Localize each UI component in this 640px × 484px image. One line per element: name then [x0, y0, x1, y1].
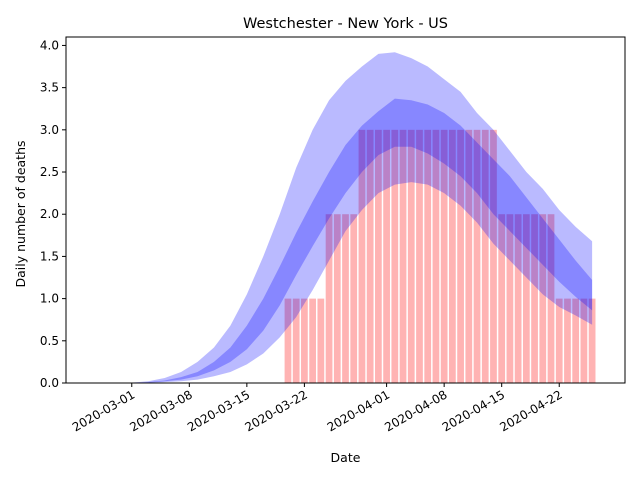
y-tick-label: 1.0 — [40, 292, 59, 306]
bands-layer — [107, 52, 593, 383]
bar — [284, 298, 292, 383]
bar — [449, 129, 456, 383]
bar — [424, 129, 432, 383]
bar — [547, 214, 555, 383]
bar — [506, 214, 514, 383]
x-tick-label: 2020-03-01 — [70, 387, 137, 434]
bar — [391, 129, 399, 383]
x-axis-label: Date — [331, 450, 361, 465]
y-tick-label: 2.5 — [40, 165, 59, 179]
bar — [564, 298, 571, 383]
x-tick-label: 2020-04-08 — [382, 387, 449, 434]
inner-interval-band — [107, 98, 593, 383]
y-tick-label: 2.0 — [40, 207, 59, 221]
bar — [473, 129, 481, 383]
bar — [457, 129, 464, 383]
bar — [555, 298, 563, 383]
bar — [522, 214, 530, 383]
y-tick-label: 3.0 — [40, 123, 59, 137]
x-tick-label: 2020-04-01 — [325, 387, 392, 434]
bar — [342, 214, 349, 383]
x-tick-label: 2020-04-15 — [440, 387, 507, 434]
bar — [440, 129, 448, 383]
outer-interval-band — [107, 52, 593, 383]
bar — [309, 298, 316, 383]
bar — [514, 214, 522, 383]
y-axis-label: Daily number of deaths — [13, 140, 28, 287]
y-tick-label: 0.5 — [40, 334, 59, 348]
chart-title: Westchester - New York - US — [243, 16, 448, 32]
bar — [481, 129, 489, 383]
bar — [325, 214, 333, 383]
bar — [292, 298, 300, 383]
bar — [301, 298, 308, 383]
bar — [539, 214, 547, 383]
bar — [366, 129, 374, 383]
bar — [580, 298, 588, 383]
bar — [572, 298, 580, 383]
x-tick-label: 2020-03-08 — [127, 387, 194, 434]
y-tick-label: 3.5 — [40, 81, 59, 95]
y-tick-label: 0.0 — [40, 376, 59, 390]
bar — [333, 214, 341, 383]
bar — [350, 214, 358, 383]
bar — [465, 129, 473, 383]
bar — [588, 298, 596, 383]
bar — [358, 129, 366, 383]
bar — [317, 298, 325, 383]
x-tick-label: 2020-04-22 — [497, 387, 564, 434]
y-tick-label: 1.5 — [40, 249, 59, 263]
bar — [498, 214, 506, 383]
bar — [375, 129, 382, 383]
bar — [531, 214, 538, 383]
plot-frame — [65, 36, 626, 384]
bar — [383, 129, 390, 383]
bar — [407, 129, 415, 383]
bar — [399, 129, 407, 383]
bars-layer — [284, 129, 596, 383]
bar — [416, 129, 423, 383]
bar — [432, 129, 440, 383]
y-tick-label: 4.0 — [40, 38, 59, 52]
x-tick-label: 2020-03-22 — [242, 387, 309, 434]
x-tick-label: 2020-03-15 — [185, 387, 252, 434]
bar — [490, 129, 497, 383]
